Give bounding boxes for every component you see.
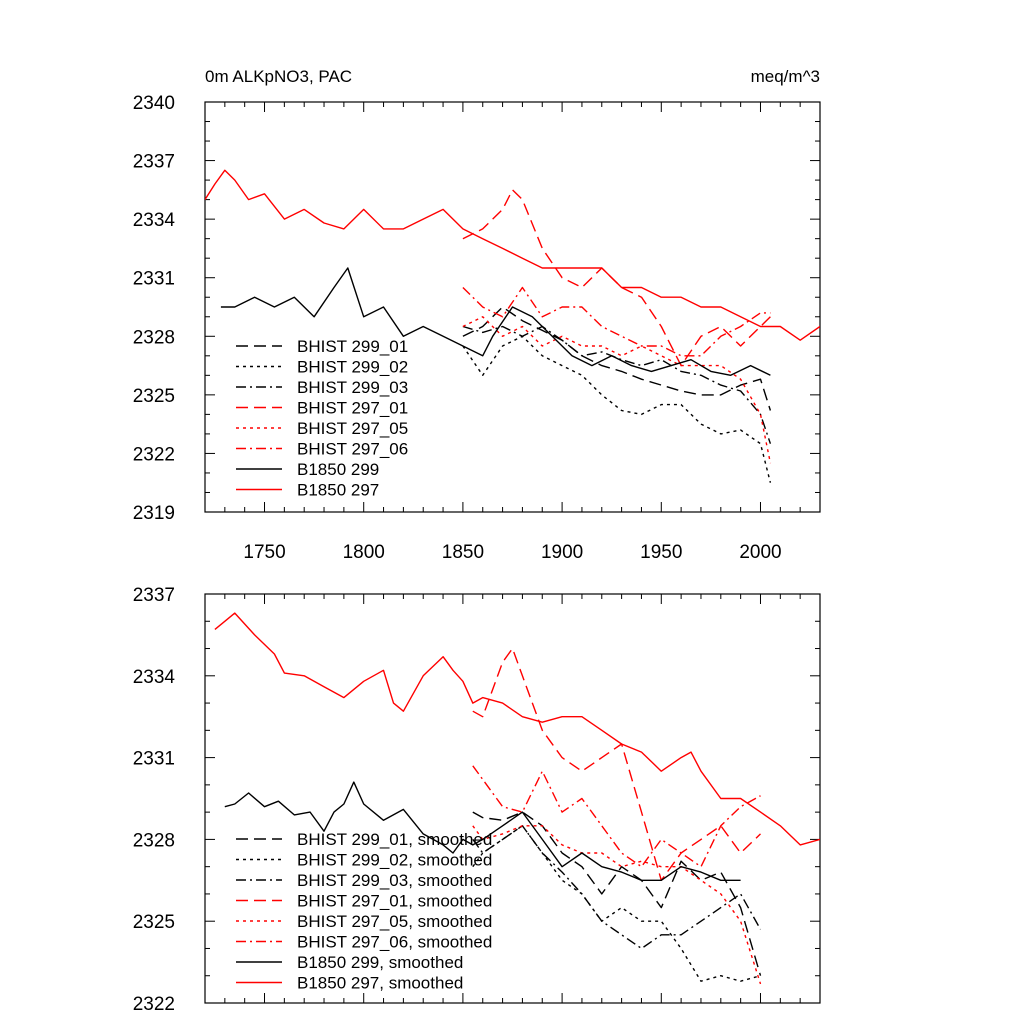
series-line-4 xyxy=(462,316,772,464)
plot-frame xyxy=(204,101,821,513)
y-tick-label: 2325 xyxy=(133,912,175,933)
x-tick-label: 1950 xyxy=(640,542,682,563)
legend-label: BHIST 299_03, smoothed xyxy=(297,871,492,890)
x-tick-label: 1850 xyxy=(442,542,484,563)
legend-label: B1850 297, smoothed xyxy=(297,974,463,993)
legend-label: BHIST 297_01, smoothed xyxy=(297,892,492,911)
x-tick-label: 1800 xyxy=(343,542,385,563)
legend-label: BHIST 297_06, smoothed xyxy=(297,933,492,952)
series-line-1 xyxy=(462,335,772,483)
y-tick-label: 2331 xyxy=(133,269,175,290)
x-tick-label: 1900 xyxy=(541,542,583,563)
series-line-6 xyxy=(220,267,771,376)
y-tick-label: 2334 xyxy=(133,210,176,231)
legend-label: BHIST 299_01, smoothed xyxy=(297,830,492,849)
legend-label: BHIST 297_05, smoothed xyxy=(297,912,492,931)
legend-label: BHIST 297_06 xyxy=(297,440,408,459)
chart-units: meq/m^3 xyxy=(751,67,820,86)
y-tick-label: 2331 xyxy=(133,749,175,770)
series-line-0 xyxy=(472,811,762,976)
y-tick-label: 2337 xyxy=(133,152,175,173)
series-line-0 xyxy=(462,306,772,411)
series-line-3 xyxy=(472,647,761,881)
y-tick-label: 2322 xyxy=(133,444,175,465)
bottom-panel: 2322 2325 2328 2331 2334 2337 BHIST 299_01, sm… xyxy=(133,585,821,1015)
x-tick-label: 2000 xyxy=(739,542,781,563)
y-tick-label: 2328 xyxy=(133,327,175,348)
y-tick-label: 2328 xyxy=(133,830,175,851)
chart-title: 0m ALKpNO3, PAC xyxy=(205,67,352,86)
legend-label: BHIST 297_01 xyxy=(297,399,408,418)
series-line-6 xyxy=(224,781,741,881)
series-line-7 xyxy=(205,169,820,341)
top-panel: 0m ALKpNO3, PAC meq/m^3 1750 1800 1850 1900… xyxy=(133,67,821,563)
y-tick-label: 2337 xyxy=(133,585,175,606)
legend-label: BHIST 299_02, smoothed xyxy=(297,851,492,870)
y-tick-label: 2322 xyxy=(133,994,175,1015)
legend-label: BHIST 299_02 xyxy=(297,358,408,377)
series-line-2 xyxy=(472,825,762,950)
series-line-1 xyxy=(472,825,761,982)
plot-frame xyxy=(204,593,821,1004)
y-tick-label: 2319 xyxy=(133,503,175,524)
series-line-4 xyxy=(472,825,762,985)
y-tick-label: 2340 xyxy=(133,93,175,114)
y-tick-label: 2334 xyxy=(133,667,176,688)
legend-label: B1850 297 xyxy=(297,481,379,500)
legend-label: BHIST 297_05 xyxy=(297,419,408,438)
series-line-2 xyxy=(462,325,772,444)
y-tick-label: 2325 xyxy=(133,386,175,407)
legend-label: BHIST 299_01 xyxy=(297,337,408,356)
series-line-7 xyxy=(214,612,820,846)
series-line-5 xyxy=(462,286,771,357)
x-tick-label: 1750 xyxy=(243,542,285,563)
legend-label: B1850 299 xyxy=(297,460,379,479)
legend-label: B1850 299, smoothed xyxy=(297,953,463,972)
series-line-5 xyxy=(472,765,761,868)
legend-label: BHIST 299_03 xyxy=(297,378,408,397)
series-line-3 xyxy=(462,189,771,367)
